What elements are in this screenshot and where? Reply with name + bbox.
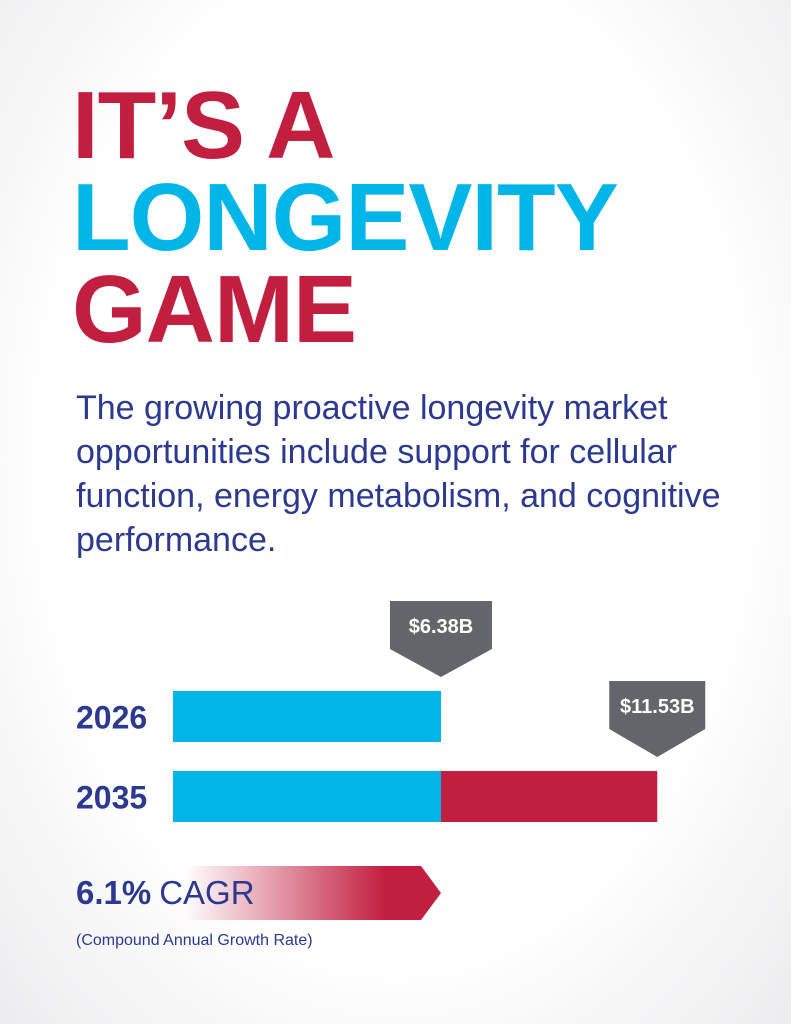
category-label-2035: 2035: [76, 780, 147, 816]
headline-line-2: LONGEVITY: [72, 164, 619, 271]
headline-line-3: GAME: [72, 256, 357, 363]
bar-2035-growth: [440, 771, 658, 822]
callout-2026: [389, 601, 492, 677]
cagr-banner: 6.1% CAGR: [76, 866, 441, 920]
value-label-2035: $11.53B: [620, 696, 695, 718]
category-label-2026: 2026: [76, 700, 147, 736]
callout-2035: [609, 681, 706, 757]
subtitle: The growing proactive longevity market o…: [76, 389, 721, 559]
headline-line-1: IT’S A: [72, 72, 335, 179]
bar-2026: [173, 691, 441, 742]
bar-2035-base: [173, 771, 441, 822]
cagr-note: (Compound Annual Growth Rate): [76, 932, 313, 949]
value-label-2026: $6.38B: [409, 616, 474, 638]
cagr-label: CAGR: [159, 874, 255, 911]
cagr-value: 6.1%: [76, 874, 152, 911]
headline: IT’S A LONGEVITY GAME: [72, 72, 619, 363]
